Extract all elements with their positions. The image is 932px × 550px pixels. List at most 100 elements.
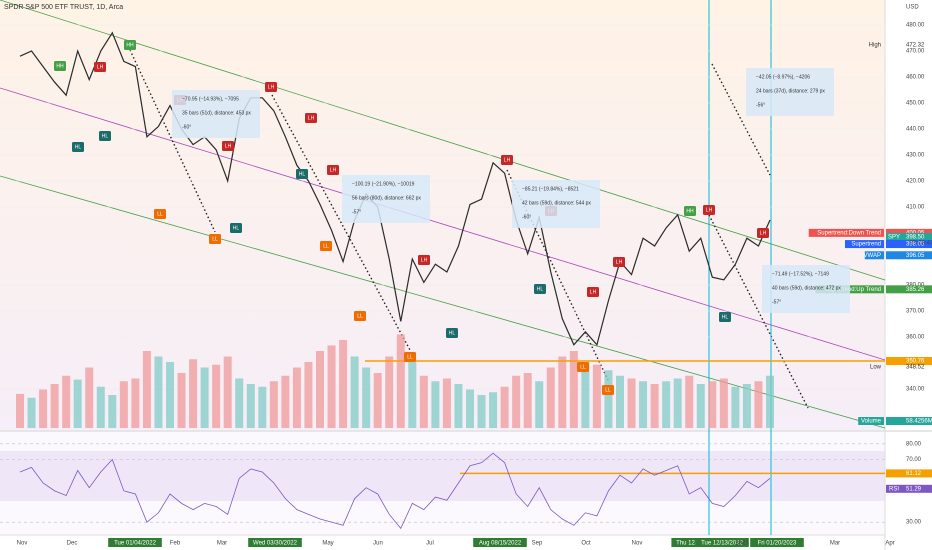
measure-bars: 40 bars (59d), distance: 472 px [772,285,841,291]
pivot-label: LL [605,387,611,393]
pivot-label: HH [686,208,694,214]
measure-bars: 56 bars (80d), distance: 662 px [352,195,421,201]
volume-bar [39,389,48,428]
time-label: Sep [532,541,543,547]
measure-angle: -57° [352,209,361,215]
chart-title: SPDR S&P 500 ETF TRUST, 1D, Arca [4,4,123,11]
pivot-tag [230,223,242,233]
price-tag [886,228,932,237]
time-label: Oct [581,541,591,547]
y-tick-label: 420.00 [906,179,925,185]
pivot-label: LH [97,64,104,70]
volume-bar [16,393,24,428]
pivot-label: LL [212,236,218,242]
volume-bar [477,395,486,428]
volume-bar [523,373,532,428]
volume-bar [269,381,278,428]
measure-box [172,90,260,138]
level-tag [886,357,932,366]
level-label: 350.76 [906,359,925,365]
pivot-label: LH [421,257,428,263]
price-tag-name: Supertrend [851,242,881,248]
pivot-label: HH [56,63,64,69]
time-tag [473,538,527,547]
time-label: Fri 01/20/2023 [758,541,797,547]
price-line [19,31,771,347]
pivot-tag [613,257,625,267]
volume-bar [431,381,440,428]
volume-bar [154,356,163,428]
pivot-tag [703,205,715,215]
price-tag-name: Low [870,364,882,370]
measure-box [762,265,850,313]
time-tag [695,538,749,547]
volume-bar [62,375,71,428]
volume-bar [442,378,451,428]
time-label: 2023 [735,541,749,547]
time-label: Jun [373,541,383,547]
pivot-label: LL [157,211,163,217]
time-label: Jul [426,541,434,547]
pivot-tag [719,312,731,322]
price-tag-name-bg [808,228,884,237]
volume-bar [142,351,151,428]
price-tag-name: High [869,43,881,49]
pivot-label: HL [299,171,306,177]
pivot-tag [209,234,221,244]
volume-bar [362,367,371,428]
pivot-tag [602,385,614,395]
rsi-line [19,452,771,530]
y-tick-label: 440.00 [906,127,925,133]
volume-bar [489,392,498,428]
volume-bar [85,367,94,428]
pivot-tag [418,255,430,265]
price-tag-name: VWAP [864,253,881,259]
volume-bar [373,373,382,428]
time-tag [750,538,804,547]
pivot-tag [296,169,308,179]
time-label: Feb [170,541,181,547]
volume-bar [535,381,544,428]
volume-bar [754,381,763,428]
pivot-tag [577,362,589,372]
measure-angle: -56° [756,102,765,108]
pivot-tag [501,155,513,165]
pivot-tag [534,284,546,294]
measure-change: −42.05 (−8.97%), −4206 [756,74,810,80]
pivot-tag [94,62,106,72]
time-label: Tue 12/13/2022 [701,541,743,547]
volume-bar [512,375,521,428]
time-label: Thu 12/1 [676,541,700,547]
volume-bar [708,381,717,428]
price-tag-name-bg [864,251,884,260]
pivot-label: HL [537,286,544,292]
channel-top [0,0,886,281]
volume-bar [673,378,682,428]
pivot-label: LH [616,259,623,265]
price-tag-value: 398.50 [906,234,925,240]
volume-bar [50,384,59,428]
channel-mid [0,87,886,361]
y-tick-label: 340.00 [906,387,925,393]
currency: USD [906,5,919,11]
price-tag [886,285,932,294]
volume-bar [166,362,174,428]
price-tag-value: 472.32 [906,43,925,49]
trend-dots [129,49,216,233]
pivot-label: LH [308,115,315,121]
pivot-label: LH [330,167,337,173]
price-tag [886,417,932,425]
measure-angle: -60° [522,214,531,220]
volume-bar [316,351,324,428]
price-tag [886,232,932,241]
trend-dots [506,169,609,381]
time-label: Dec [67,541,78,547]
y-tick-label: 430.00 [906,153,925,159]
volume-bar [177,373,186,428]
pivot-label: HL [722,314,729,320]
measure-angle: -60° [182,124,191,130]
volume-bar [569,351,578,428]
measure-change: −70.95 (−14.93%), −7095 [182,96,239,102]
volume-bar [108,395,117,428]
